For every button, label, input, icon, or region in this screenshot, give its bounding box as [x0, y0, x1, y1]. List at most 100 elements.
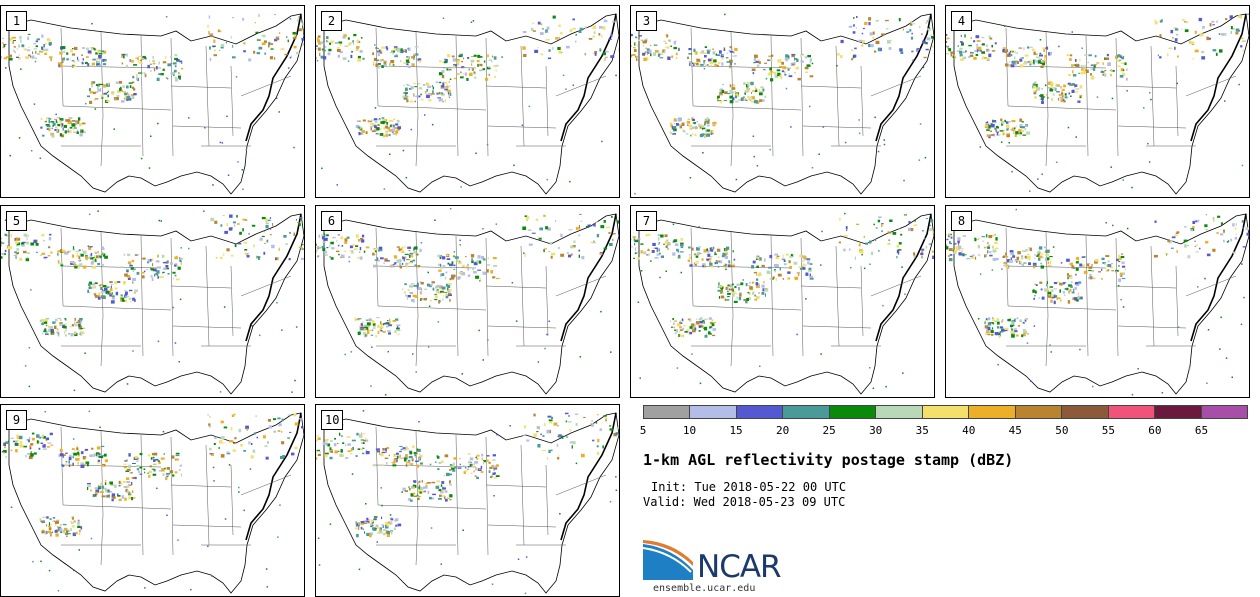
echo-pixel	[96, 61, 99, 65]
echo-pixel	[89, 246, 93, 248]
echo-pixel	[129, 472, 131, 474]
echo-pixel	[72, 448, 75, 450]
echo-pixel	[324, 442, 328, 445]
echo-pixel	[1049, 88, 1054, 92]
echo-pixel	[397, 126, 401, 130]
echo-pixel	[383, 134, 385, 138]
echo-pixel	[925, 22, 927, 24]
echo-pixel	[1075, 273, 1077, 276]
echo-pixel	[440, 266, 444, 269]
echo-pixel	[442, 489, 445, 493]
echo-pixel	[1202, 28, 1204, 30]
echo-pixel	[142, 55, 146, 59]
echo-pixel	[637, 257, 640, 260]
echo-pixel	[59, 118, 64, 121]
echo-pixel	[84, 448, 89, 451]
echo-pixel	[344, 241, 348, 244]
echo-pixel	[1011, 60, 1016, 64]
echo-pixel	[688, 256, 692, 259]
echo-pixel	[63, 57, 65, 61]
echo-pixel	[258, 46, 263, 50]
echo-pixel	[414, 86, 418, 88]
echo-pixel	[317, 453, 321, 456]
echo-pixel	[90, 537, 93, 540]
echo-pixel	[383, 61, 387, 64]
echo-pixel	[43, 239, 45, 242]
echo-pixel	[802, 263, 804, 266]
echo-pixel	[348, 260, 351, 263]
echo-pixel	[717, 61, 721, 64]
echo-pixel	[385, 125, 388, 129]
echo-pixel	[76, 131, 79, 134]
echo-pixel	[1219, 49, 1223, 53]
echo-pixel	[400, 448, 403, 451]
echo-pixel	[601, 34, 603, 38]
echo-pixel	[8, 246, 13, 250]
state-border	[455, 235, 459, 357]
echo-pixel	[459, 244, 461, 246]
echo-pixel	[537, 21, 541, 25]
echo-pixel	[420, 242, 423, 244]
echo-pixel	[751, 265, 755, 269]
echo-pixel	[994, 42, 997, 45]
echo-pixel	[320, 41, 324, 44]
echo-pixel	[727, 284, 730, 287]
echo-pixel	[111, 493, 116, 497]
echo-pixel	[1000, 326, 1003, 328]
echo-pixel	[380, 487, 382, 489]
echo-pixel	[1036, 87, 1041, 91]
echo-pixel	[136, 271, 140, 275]
echo-pixel	[431, 481, 436, 484]
echo-pixel	[732, 265, 735, 268]
echo-pixel	[593, 31, 596, 34]
echo-pixel	[1174, 234, 1178, 237]
echo-pixel	[59, 133, 63, 137]
echo-pixel	[263, 231, 265, 233]
echo-pixel	[390, 124, 395, 126]
echo-pixel	[896, 256, 898, 259]
echo-pixel	[536, 431, 539, 433]
echo-pixel	[473, 262, 478, 266]
echo-pixel	[698, 125, 701, 127]
echo-pixel	[1119, 273, 1122, 277]
echo-pixel	[528, 243, 533, 246]
echo-pixel	[126, 85, 129, 89]
echo-pixel	[458, 55, 462, 58]
echo-pixel	[987, 331, 991, 335]
echo-pixel	[1001, 268, 1003, 270]
logo-url[interactable]: ensemble.ucar.edu	[653, 583, 756, 594]
echo-pixel	[1089, 276, 1093, 280]
echo-pixel	[408, 47, 411, 51]
state-border	[545, 265, 549, 337]
echo-pixel	[1117, 54, 1121, 57]
echo-pixel	[51, 127, 53, 130]
echo-pixel	[687, 259, 690, 262]
echo-pixel	[209, 416, 211, 418]
echo-pixel	[752, 90, 754, 92]
echo-pixel	[495, 69, 497, 72]
echo-pixel	[85, 102, 87, 105]
echo-pixel	[856, 16, 858, 18]
echo-pixel	[281, 431, 283, 433]
echo-pixel	[873, 223, 875, 226]
echo-pixel	[86, 56, 89, 58]
colorbar	[643, 405, 1248, 419]
echo-pixel	[672, 322, 675, 325]
echo-pixel	[362, 57, 365, 60]
echo-pixel	[381, 117, 385, 119]
echo-pixel	[650, 260, 652, 262]
echo-pixel	[162, 473, 165, 476]
echo-pixel	[175, 454, 180, 457]
echo-pixel	[1194, 49, 1199, 53]
echo-pixel	[386, 446, 390, 450]
echo-pixel	[717, 95, 720, 98]
echo-pixel	[1220, 222, 1223, 225]
echo-pixel	[1190, 229, 1194, 232]
echo-pixel	[372, 323, 376, 327]
colorbar-segment	[1108, 406, 1156, 418]
echo-pixel	[344, 443, 347, 447]
echo-pixel	[279, 423, 282, 426]
echo-pixel	[430, 284, 433, 286]
echo-pixel	[1047, 291, 1052, 295]
colorbar-tick: 40	[962, 424, 976, 437]
